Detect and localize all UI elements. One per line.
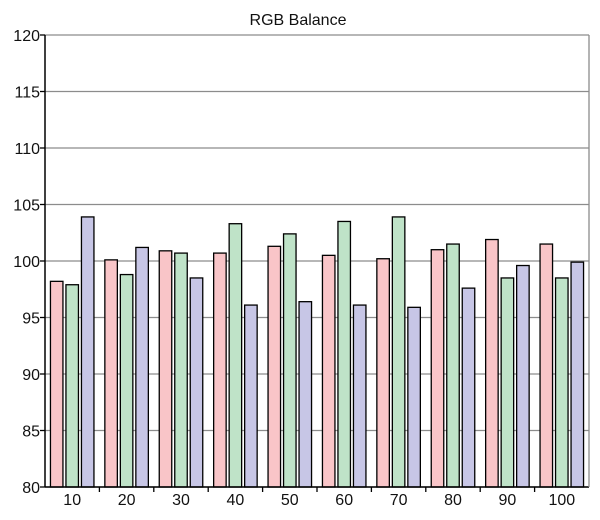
y-tick-label: 100 [13, 254, 40, 271]
bar [446, 243, 460, 488]
bar [228, 223, 243, 488]
bar [174, 252, 188, 488]
bar [391, 216, 406, 488]
x-tick-label: 80 [444, 492, 462, 509]
x-tick-label: 30 [172, 492, 190, 509]
bar [135, 246, 150, 488]
x-tick-labels: 10 20 30 40 50 60 70 80 90 100 [63, 492, 575, 509]
bar [484, 238, 499, 488]
bar [516, 264, 530, 488]
bar [352, 304, 367, 488]
bar [376, 258, 391, 488]
bar [337, 220, 352, 488]
x-tick-label: 60 [335, 492, 353, 509]
y-tick-labels: 80 85 90 95 100 105 110 115 120 [13, 28, 40, 497]
bar [461, 287, 476, 488]
bar [430, 249, 445, 488]
bar [407, 306, 422, 488]
x-tick-label: 20 [118, 492, 136, 509]
x-tick-label: 90 [499, 492, 517, 509]
bar [298, 301, 313, 488]
bar [539, 243, 554, 488]
y-tick-label: 90 [22, 367, 40, 384]
bar [554, 277, 569, 488]
bar [212, 252, 227, 488]
y-tick-label: 85 [22, 424, 40, 441]
bar [119, 273, 134, 488]
x-tick-label: 50 [281, 492, 299, 509]
bar [49, 280, 64, 488]
bar [282, 233, 297, 488]
x-tick-label: 100 [548, 492, 575, 509]
bar [243, 304, 258, 488]
y-tick-label: 95 [22, 311, 40, 328]
y-tick-label: 105 [13, 198, 40, 215]
bar [570, 261, 585, 488]
bar [80, 216, 95, 488]
bar [158, 250, 173, 488]
bar [321, 254, 336, 488]
x-tick-label: 40 [227, 492, 245, 509]
bar [189, 277, 204, 488]
bar [500, 277, 515, 488]
bar [104, 259, 118, 488]
y-tick-label: 80 [22, 480, 40, 497]
axes [40, 34, 590, 492]
x-tick-label: 10 [63, 492, 81, 509]
y-tick-label: 115 [14, 85, 40, 102]
chart-title: RGB Balance [250, 12, 347, 29]
bar [65, 284, 80, 488]
x-tick-label: 70 [390, 492, 408, 509]
y-tick-label: 110 [14, 141, 40, 158]
bars [49, 216, 585, 488]
bar [267, 245, 282, 488]
y-tick-label: 120 [13, 28, 40, 45]
